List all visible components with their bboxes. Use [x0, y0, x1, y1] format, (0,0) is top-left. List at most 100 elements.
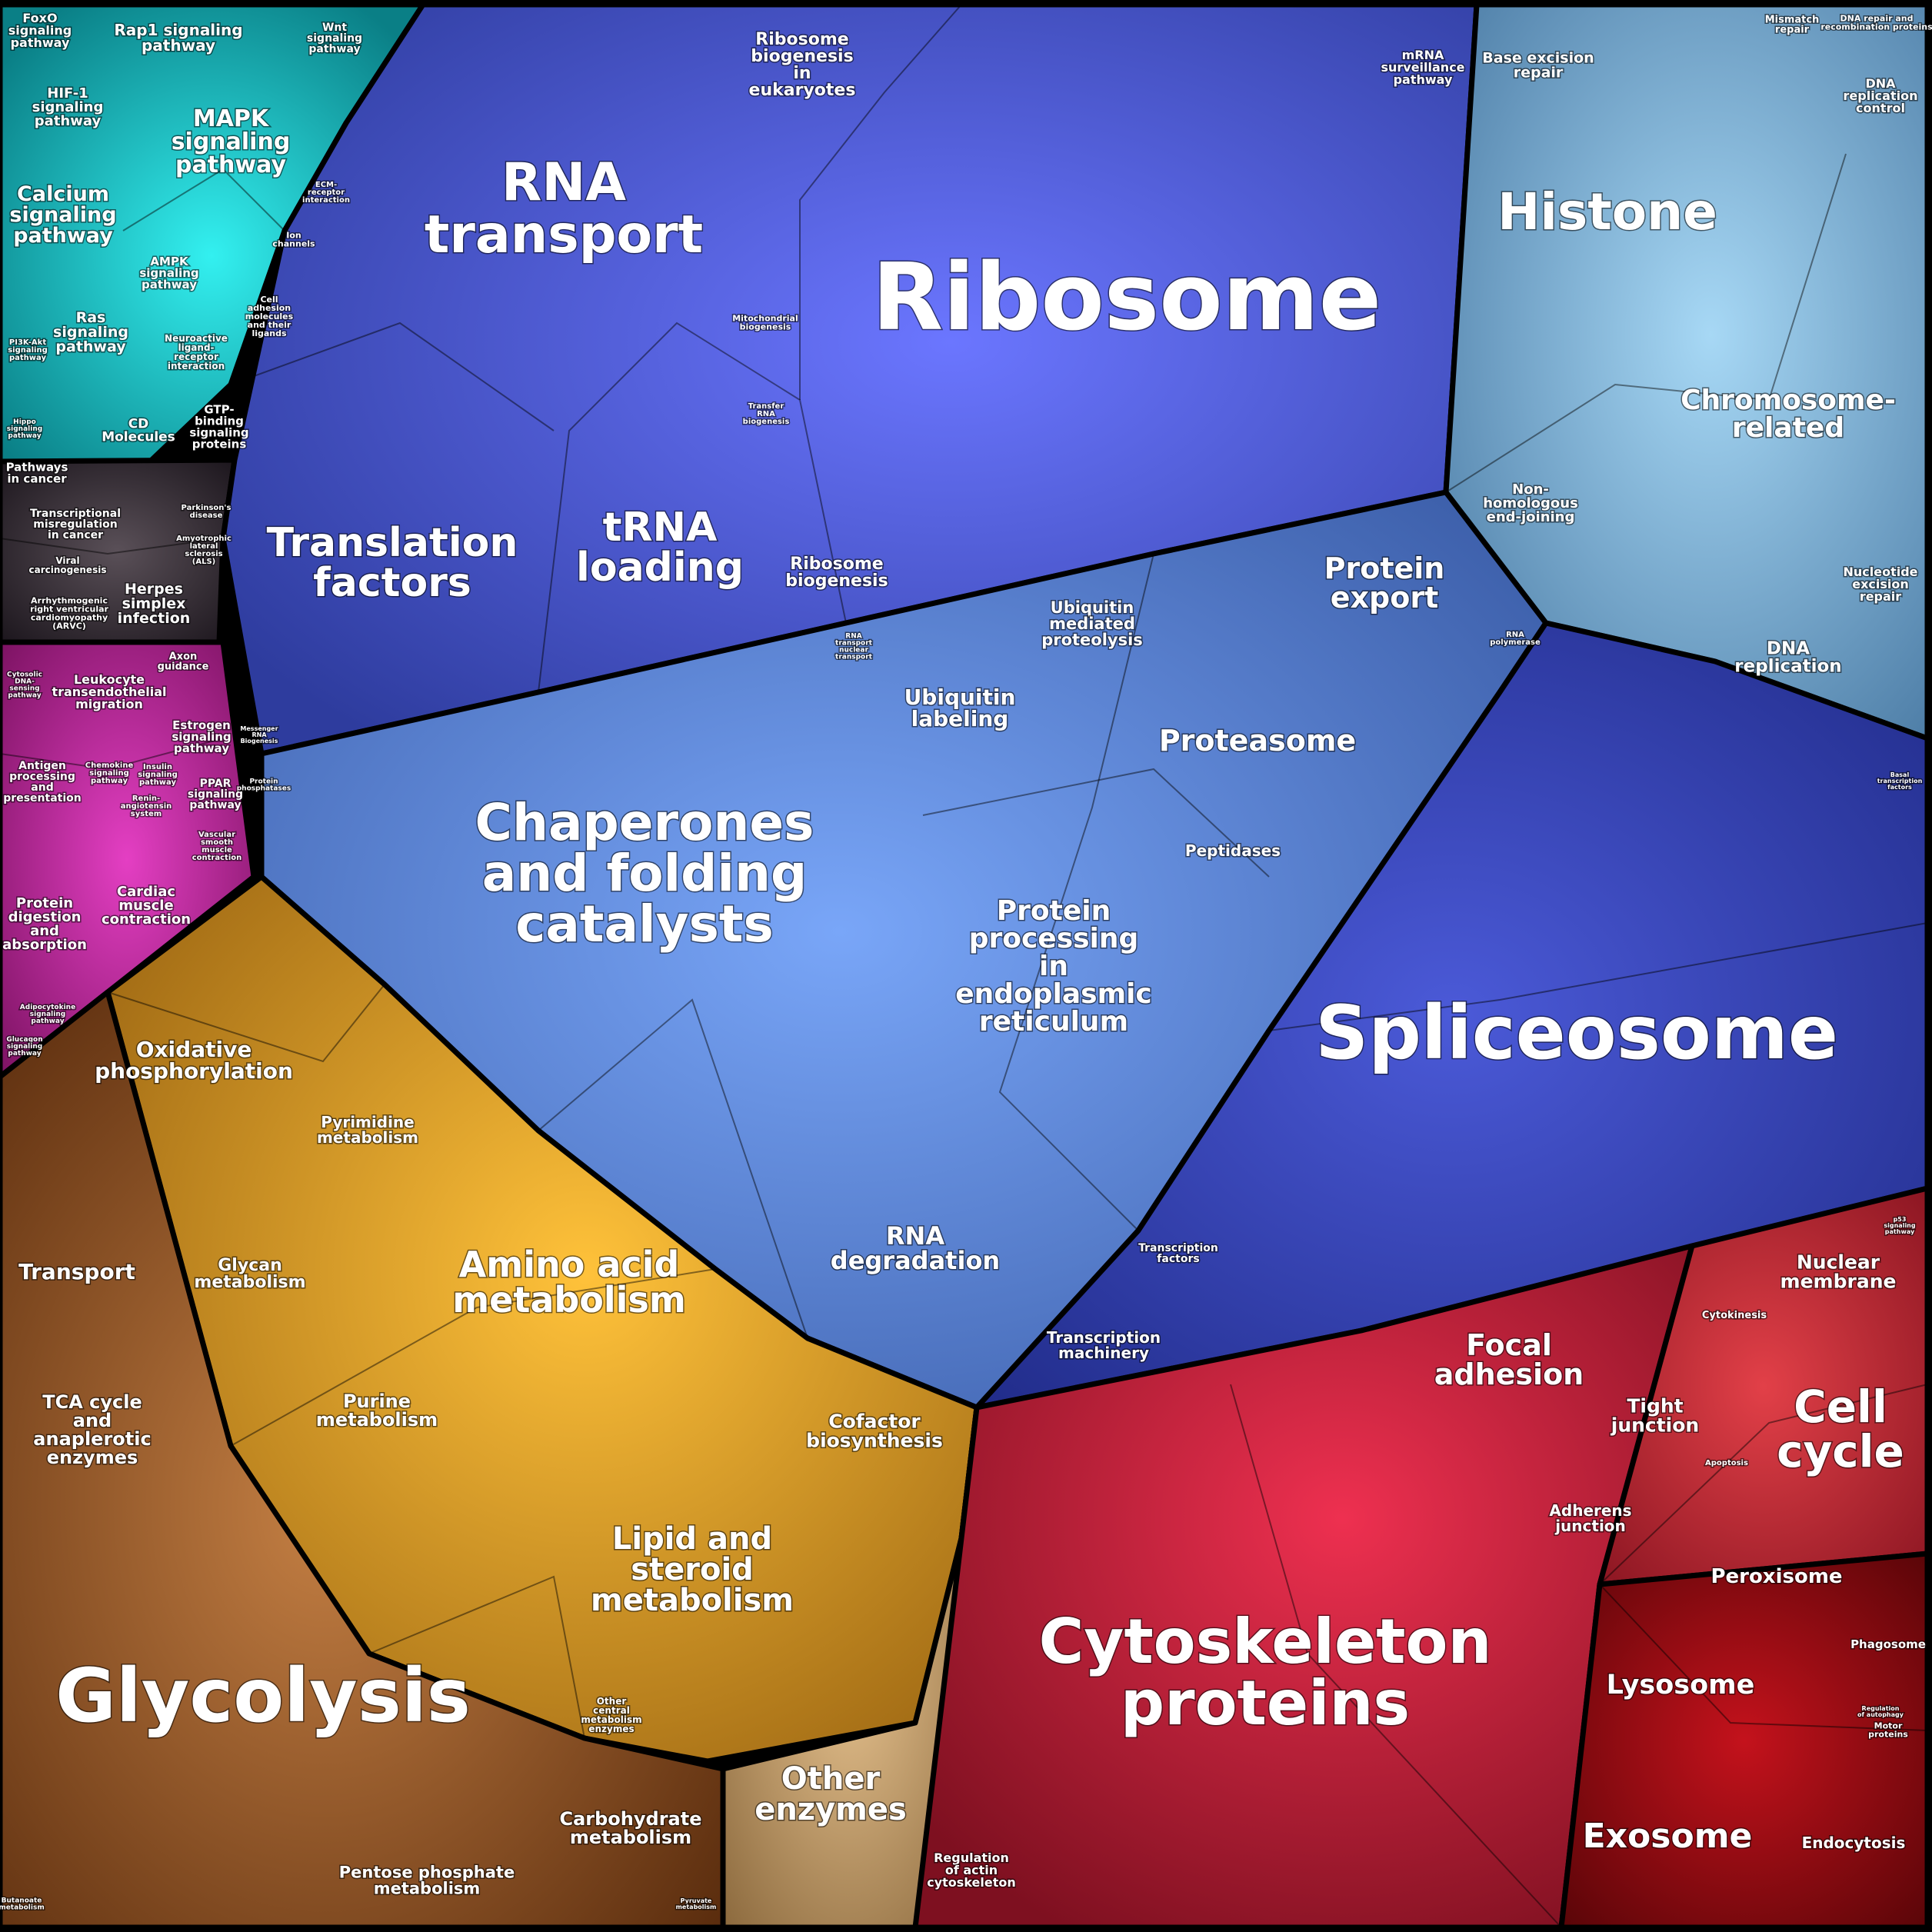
label-ribosome-biogenesis: Ribosome biogenesis: [785, 555, 888, 591]
label-rna-degradation: RNA degradation: [831, 1221, 1000, 1275]
label-protein-processing-er: Protein processing in endoplasmic reticulum: [955, 895, 1152, 1038]
label-hippo: Hippo signaling pathway: [7, 418, 42, 440]
label-exosome: Exosome: [1583, 1817, 1753, 1856]
label-ampk: AMPK signaling pathway: [139, 255, 198, 291]
label-pentose: Pentose phosphate metabolism: [339, 1864, 515, 1898]
region-energy: [0, 989, 726, 1930]
label-glycan: Glycan metabolism: [194, 1256, 305, 1292]
label-glucagon: Glucagon signaling pathway: [6, 1036, 42, 1058]
label-dna-repair-recomb: DNA repair and recombination proteins: [1820, 14, 1932, 32]
label-ubiquitin-mediated: Ubiquitin mediated proteolysis: [1041, 598, 1143, 649]
label-adherens: Adherens junction: [1549, 1501, 1631, 1535]
label-cell-cycle: Cell cycle: [1777, 1381, 1904, 1477]
label-protein-export: Protein export: [1324, 551, 1445, 615]
label-layer: Ribosome RNA transport Ribosome biogenesis in…: [0, 9, 1932, 1913]
label-ras: Ras signaling pathway: [53, 309, 128, 355]
label-antigen-processing: Antigen processing and presentation: [3, 760, 81, 804]
label-neuroactive: Neuroactive ligand-receptor interaction: [165, 333, 228, 371]
label-parkinsons: Parkinson's disease: [182, 504, 232, 520]
label-transcription-factors: Transcription factors: [1138, 1242, 1218, 1265]
label-mapk: MAPK signaling pathway: [172, 105, 291, 178]
label-ubiquitin-labeling: Ubiquitin labeling: [904, 685, 1016, 731]
label-cytokinesis: Cytokinesis: [1702, 1310, 1767, 1321]
label-proteasome: Proteasome: [1159, 724, 1356, 758]
label-adipocytokine: Adipocytokine signaling pathway: [20, 1004, 75, 1025]
label-base-excision-repair: Base excision repair: [1482, 49, 1594, 81]
label-pathways-in-cancer: Pathways in cancer: [6, 460, 68, 485]
label-motor-proteins: Motor proteins: [1868, 1721, 1908, 1740]
label-cytosolic-dna: Cytosolic DNA-sensing pathway: [7, 671, 42, 699]
label-arvc: Arrhythmogenic right ventricular cardiomyo…: [30, 596, 108, 631]
label-translation-factors: Translation factors: [267, 520, 518, 606]
label-apoptosis: Apoptosis: [1705, 1459, 1748, 1467]
label-tca: TCA cycle and anaplerotic enzymes: [33, 1391, 151, 1468]
label-transport: Transport: [18, 1259, 135, 1284]
label-nuclear-membrane: Nuclear membrane: [1780, 1251, 1897, 1293]
label-cell-adhesion-molecules: Cell adhesion molecules and their ligands: [245, 295, 294, 338]
label-ribosome: Ribosome: [872, 245, 1381, 351]
label-focal-adhesion: Focal adhesion: [1434, 1328, 1584, 1391]
region-lysosome: [1558, 1551, 1930, 1930]
label-lipid: Lipid and steroid metabolism: [591, 1521, 794, 1618]
label-cofactor: Cofactor biosynthesis: [806, 1411, 943, 1452]
label-regulation-actin: Regulation of actin cytoskeleton: [927, 1850, 1016, 1890]
label-mitochondrial-biogenesis: Mitochondrial biogenesis: [732, 314, 798, 332]
label-hif1: HIF-1 signaling pathway: [32, 85, 104, 129]
label-purine: Purine metabolism: [316, 1391, 438, 1431]
label-calcium: Calcium signaling pathway: [9, 182, 116, 248]
label-protein-digestion: Protein digestion and absorption: [2, 895, 87, 953]
sub-boundaries: [0, 4, 1928, 1928]
label-glycolysis: Glycolysis: [55, 1653, 471, 1739]
label-transfer-rna-biogenesis: Transfer RNA biogenesis: [743, 402, 790, 426]
label-pyruvate: Pyruvate metabolism: [676, 1897, 717, 1910]
label-rap1: Rap1 signaling pathway: [114, 21, 242, 55]
label-pyrimidine: Pyrimidine metabolism: [317, 1113, 418, 1147]
label-messenger-rna-biogenesis: Messenger RNA Biogenesis: [240, 725, 278, 744]
label-rna-polymerase: RNA polymerase: [1490, 631, 1541, 647]
label-histone: Histone: [1497, 182, 1717, 242]
label-viral-carcinogenesis: Viral carcinogenesis: [29, 555, 107, 575]
label-basal-transcription: Basal transcription factors: [1877, 771, 1923, 791]
label-protein-phosphatases: Protein phosphatases: [237, 778, 291, 792]
label-estrogen: Estrogen signaling pathway: [172, 718, 231, 755]
label-peroxisome: Peroxisome: [1710, 1565, 1842, 1588]
label-cd-molecules: CD Molecules: [102, 417, 175, 445]
region-disease: [0, 457, 238, 645]
label-cardiac-muscle: Cardiac muscle contraction: [102, 884, 191, 928]
label-transcription-machinery: Transcription machinery: [1047, 1328, 1161, 1362]
label-leukocyte: Leukocyte transendothelial migration: [52, 672, 166, 711]
label-tight-junction: Tight junction: [1611, 1395, 1699, 1437]
label-chaperones: Chaperones and folding catalysts: [475, 793, 814, 954]
label-foxo: FoxO signaling pathway: [8, 11, 72, 50]
label-ion-channels: Ion channels: [272, 231, 315, 249]
label-ppar: PPAR signaling pathway: [188, 778, 243, 811]
label-pi3k: PI3K-Akt signaling pathway: [8, 338, 48, 362]
label-regulation-autophagy: Regulation of autophagy: [1857, 1705, 1904, 1718]
label-spliceosome: Spliceosome: [1315, 990, 1838, 1076]
label-endocytosis: Endocytosis: [1802, 1834, 1906, 1852]
label-gtp-binding: GTP-binding signaling proteins: [189, 402, 248, 451]
label-renin: Renin-angiotensin system: [121, 794, 172, 818]
label-dna-replication-control: DNA replication control: [1844, 76, 1918, 115]
label-chromosome-related: Chromosome-related: [1681, 385, 1896, 444]
label-axon-guidance: Axon guidance: [158, 651, 209, 672]
label-transcriptional-misregulation: Transcriptional misregulation in cancer: [30, 508, 121, 541]
label-carbohydrate: Carbohydrate metabolism: [559, 1808, 701, 1848]
label-nhej: Non-homologous end-joining: [1483, 481, 1578, 525]
label-ecm-receptor: ECM-receptor interaction: [302, 181, 350, 205]
label-ribosome-biogenesis-euk: Ribosome biogenesis in eukaryotes: [749, 30, 856, 100]
label-herpes: Herpes simplex infection: [118, 581, 191, 627]
label-insulin: Insulin signaling pathway: [138, 763, 178, 787]
label-amino-acid: Amino acid metabolism: [452, 1244, 686, 1321]
label-chemokine: Chemokine signaling pathway: [85, 761, 134, 785]
label-nucleotide-excision: Nucleotide excision repair: [1843, 565, 1917, 604]
label-p53: p53 signaling pathway: [1884, 1216, 1916, 1235]
label-other-enzymes: Other enzymes: [754, 1761, 907, 1827]
label-oxidative-phosphorylation: Oxidative phosphorylation: [95, 1037, 293, 1084]
label-wnt: Wnt signaling pathway: [307, 22, 362, 55]
label-als: Amyotrophic lateral sclerosis (ALS): [176, 535, 232, 566]
label-lysosome: Lysosome: [1607, 1670, 1755, 1700]
label-peptidases: Peptidases: [1185, 841, 1281, 860]
